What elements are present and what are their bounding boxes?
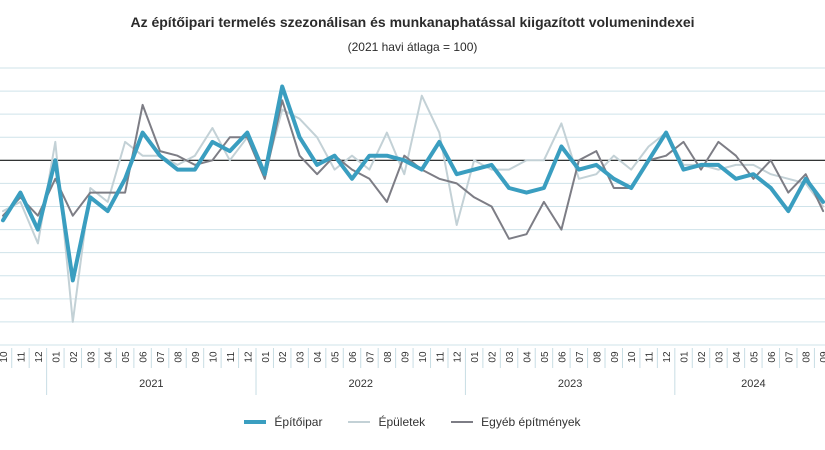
year-label: 2023 [558,378,582,390]
chart-subtitle: (2021 havi átlaga = 100) [347,40,478,54]
year-label: 2022 [348,378,372,390]
month-label: 12 [34,351,45,363]
legend-item-epuletek: Épületek [348,415,425,429]
month-label: 10 [627,351,638,363]
legend: Építőipar Épületek Egyéb építmények [0,415,825,429]
month-label: 03 [714,351,725,363]
month-label: 05 [749,351,760,363]
month-label: 02 [697,351,708,363]
month-label: 01 [261,351,272,363]
month-label: 12 [662,351,673,363]
series-line-2 [2,99,825,240]
month-label: 06 [348,351,359,363]
month-label: 11 [226,351,237,362]
gridlines [0,67,825,346]
month-label: 08 [802,351,813,363]
series-lines [1,84,825,323]
month-label: 05 [540,351,551,363]
year-label: 2021 [139,378,163,390]
month-label: 09 [191,351,202,363]
month-label: 07 [575,351,586,363]
month-label: 08 [592,351,603,363]
legend-item-epitoipar: Építőipar [244,415,322,429]
month-label: 01 [470,351,481,363]
month-label: 01 [51,351,62,363]
month-label: 05 [121,351,132,363]
month-label: 11 [435,351,446,362]
month-label: 09 [400,351,411,363]
month-label: 03 [86,351,97,363]
month-label: 10 [208,351,219,363]
month-label: 02 [278,351,289,363]
month-label: 07 [365,351,376,363]
legend-label-epitoipar: Építőipar [274,415,323,429]
month-label: 08 [174,351,185,363]
month-label: 04 [313,351,324,363]
month-label: 10 [418,351,429,363]
legend-item-egyeb: Egyéb építmények [451,415,581,429]
month-label: 03 [505,351,516,363]
month-label: 04 [732,351,743,363]
series-line-1 [2,94,825,323]
chart-title: Az építőipari termelés szezonálisan és m… [130,14,695,30]
month-label: 06 [767,351,778,363]
legend-label-egyeb: Egyéb építmények [481,415,581,429]
month-label: 12 [453,351,464,363]
x-axis: 10 11 12 01 02 03 04 05 06 07 08 09 10 11 12 01 02 03 04 05… [0,348,825,395]
month-label: 04 [104,351,115,363]
legend-swatch-epitoipar [244,420,267,424]
legend-swatch-egyeb [451,421,474,423]
month-label: 04 [523,351,534,363]
month-label: 03 [296,351,307,363]
series-line-0 [1,84,825,283]
month-label: 07 [156,351,167,363]
month-label: 08 [383,351,394,363]
month-label: 06 [139,351,150,363]
month-label: 05 [331,351,342,363]
legend-swatch-epuletek [348,421,371,423]
month-label: 12 [243,351,254,363]
year-label: 2024 [741,378,765,390]
month-label: 02 [488,351,499,363]
month-label: 02 [69,351,80,363]
month-label: 07 [784,351,795,363]
month-label: 09 [819,351,825,363]
month-label: 11 [16,351,27,362]
month-label: 11 [645,351,656,362]
legend-label-epuletek: Épületek [378,415,426,429]
month-label: 09 [610,351,621,363]
month-label: 10 [0,351,10,363]
month-label: 06 [557,351,568,363]
month-label: 01 [680,351,691,363]
